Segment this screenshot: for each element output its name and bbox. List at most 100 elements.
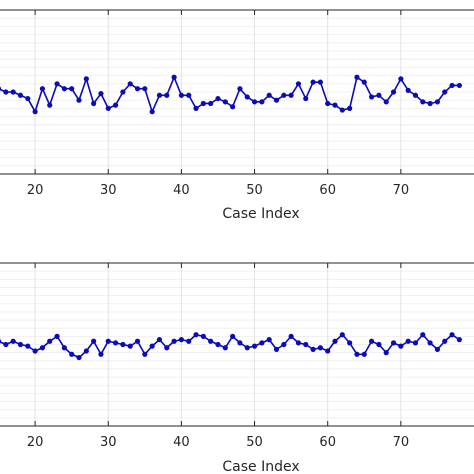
data-point [456, 337, 462, 343]
data-point [317, 345, 323, 351]
data-point [76, 354, 82, 361]
data-point [54, 333, 60, 339]
data-point [193, 105, 199, 111]
data-point [171, 74, 177, 80]
data-point [273, 346, 280, 352]
data-point [178, 92, 185, 98]
data-point [54, 81, 60, 87]
x-tick-label: 50 [246, 183, 263, 198]
data-point [156, 92, 163, 98]
data-point [32, 348, 38, 354]
data-point [171, 338, 177, 344]
data-point [398, 76, 404, 82]
data-point [332, 102, 338, 108]
data-point [142, 86, 148, 92]
subplot-top: 20 30 40 50 60 70 Case Index [0, 9, 474, 222]
data-point [186, 92, 192, 98]
x-axis-title-top: Case Index [222, 206, 299, 222]
series-bottom [0, 332, 462, 361]
data-point [412, 340, 419, 346]
data-point [215, 95, 221, 102]
data-point [17, 92, 24, 98]
data-point [149, 109, 155, 115]
series-line [0, 76, 460, 113]
data-point [91, 338, 97, 344]
data-point [251, 343, 258, 349]
data-point [193, 332, 199, 338]
data-point [251, 99, 258, 105]
x-tick-label: 60 [319, 183, 336, 198]
xticks-bottom: 20 30 40 50 60 70 [0, 262, 474, 450]
data-point [17, 341, 24, 348]
data-point [420, 99, 426, 105]
data-point [127, 81, 133, 87]
data-point [383, 99, 389, 105]
data-point [200, 100, 206, 107]
data-point [47, 338, 53, 344]
grid-top [0, 10, 474, 174]
x-tick-label: 20 [27, 183, 44, 198]
x-tick-label: 70 [393, 435, 410, 450]
data-point [98, 351, 104, 357]
data-point [127, 343, 133, 349]
x-tick-label: 40 [173, 435, 190, 450]
data-point [295, 340, 302, 346]
data-point [10, 338, 16, 344]
data-point [427, 100, 433, 107]
data-point [412, 92, 419, 98]
data-point [317, 79, 323, 85]
data-point [222, 345, 228, 351]
data-point [112, 340, 119, 346]
data-point [361, 351, 367, 357]
data-point [273, 97, 280, 103]
data-point [83, 348, 89, 354]
data-point [449, 332, 455, 338]
data-point [208, 338, 214, 344]
data-point [120, 341, 126, 348]
x-tick-label: 40 [173, 183, 190, 198]
data-point [390, 89, 397, 95]
data-point [69, 86, 75, 92]
data-point [178, 337, 185, 343]
data-point [266, 337, 272, 343]
data-point [405, 87, 411, 93]
data-point [83, 76, 89, 82]
data-point [222, 99, 228, 105]
data-point [325, 100, 331, 107]
data-point [390, 340, 397, 346]
data-point [259, 99, 265, 105]
data-point [120, 89, 126, 95]
data-point [105, 338, 111, 344]
series-top [0, 74, 462, 115]
data-point [156, 337, 163, 343]
data-point [339, 332, 345, 338]
data-point [442, 338, 448, 344]
data-point [0, 339, 2, 344]
data-point [91, 100, 97, 107]
data-point [325, 348, 331, 354]
data-point [76, 97, 82, 103]
data-point [434, 99, 441, 105]
data-point [208, 100, 214, 107]
data-point [186, 338, 192, 344]
data-point [332, 338, 338, 344]
data-point [303, 341, 309, 348]
data-point [98, 91, 104, 97]
data-point [32, 109, 38, 115]
data-point [361, 79, 367, 85]
data-point [427, 340, 433, 346]
x-tick-label: 70 [393, 183, 410, 198]
data-point [354, 351, 360, 357]
data-point [288, 92, 294, 98]
data-point [405, 338, 411, 344]
data-point [39, 86, 46, 92]
data-point [149, 343, 155, 349]
data-point [420, 332, 426, 338]
data-point [164, 92, 170, 98]
data-point [281, 341, 287, 348]
data-point [3, 89, 9, 95]
data-point [288, 333, 294, 339]
data-point [39, 345, 46, 351]
data-point [449, 82, 455, 89]
data-point [61, 345, 67, 351]
